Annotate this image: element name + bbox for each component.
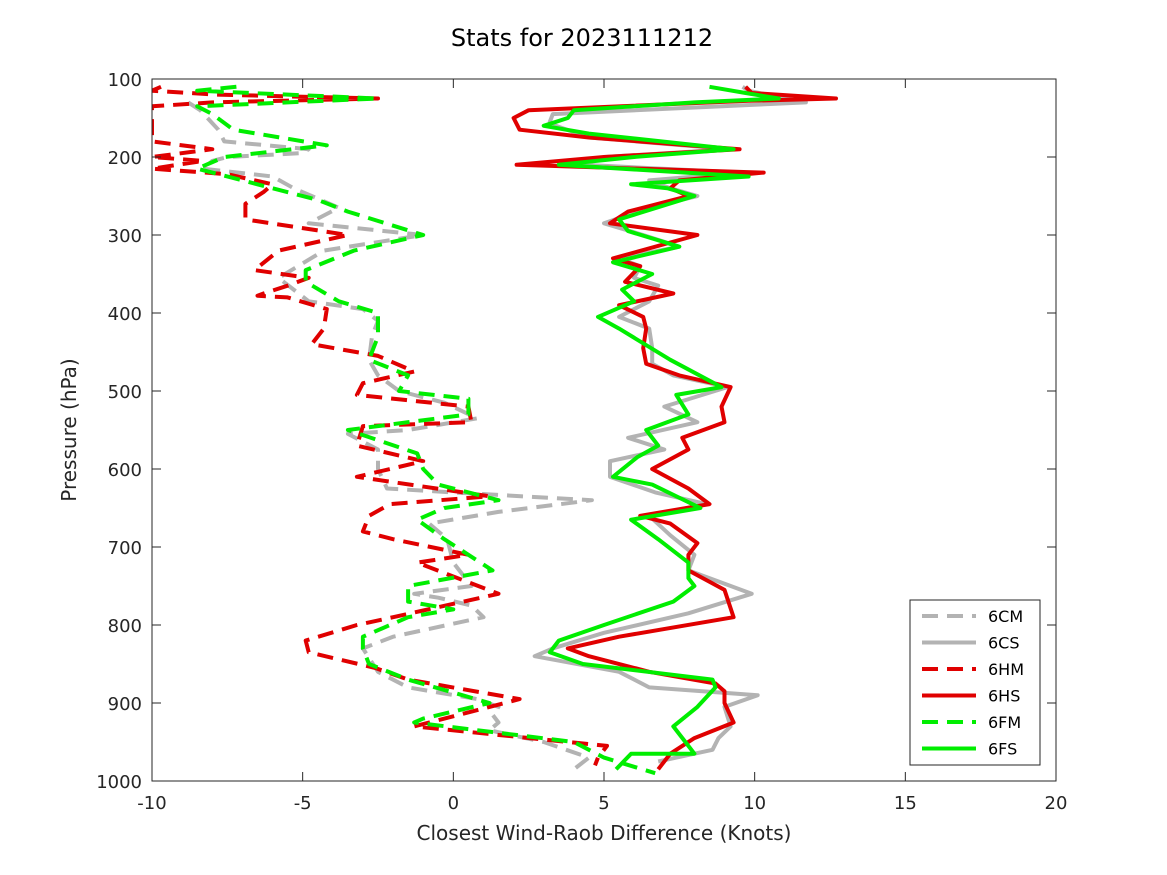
legend-box bbox=[909, 599, 1041, 766]
legend-label-6hm: 6HM bbox=[988, 660, 1024, 679]
series-line-6fm bbox=[195, 84, 656, 776]
y-tick-label: 1000 bbox=[96, 772, 142, 793]
y-tick-label: 200 bbox=[108, 148, 142, 169]
y-tick-label: 300 bbox=[108, 226, 142, 247]
y-tick-label: 900 bbox=[108, 694, 142, 715]
x-axis: -10 -5 0 5 10 15 20 bbox=[137, 79, 1067, 814]
y-axis: 100 200 300 400 500 600 700 800 900 1000 bbox=[96, 70, 1056, 793]
chart-title: Stats for 2023111212 bbox=[451, 24, 713, 52]
x-tick-label: 5 bbox=[598, 793, 609, 814]
y-tick-label: 700 bbox=[108, 538, 142, 559]
series-layer bbox=[152, 84, 838, 776]
legend-label-6cs: 6CS bbox=[988, 634, 1020, 653]
y-tick-label: 500 bbox=[108, 382, 142, 403]
y-tick-label: 800 bbox=[108, 616, 142, 637]
legend: 6CM 6CS 6HM 6HS 6FM 6FS bbox=[909, 599, 1041, 766]
x-tick-label: 15 bbox=[894, 793, 917, 814]
y-tick-label: 100 bbox=[108, 70, 142, 91]
legend-label-6fm: 6FM bbox=[988, 713, 1021, 732]
series-line-6fs bbox=[541, 84, 781, 771]
x-axis-label: Closest Wind-Raob Difference (Knots) bbox=[417, 821, 792, 845]
y-tick-label: 400 bbox=[108, 304, 142, 325]
legend-label-6fs: 6FS bbox=[988, 740, 1017, 759]
x-tick-label: 0 bbox=[448, 793, 459, 814]
x-tick-label: -5 bbox=[294, 793, 312, 814]
x-tick-label: 20 bbox=[1045, 793, 1068, 814]
series-line-6cm bbox=[187, 100, 594, 771]
legend-label-6hs: 6HS bbox=[988, 687, 1020, 706]
legend-label-6cm: 6CM bbox=[988, 607, 1023, 626]
y-tick-label: 600 bbox=[108, 460, 142, 481]
y-axis-label: Pressure (hPa) bbox=[57, 358, 81, 501]
series-line-6hs bbox=[511, 85, 838, 771]
series-line-6hm bbox=[152, 84, 609, 767]
x-tick-label: -10 bbox=[137, 793, 166, 814]
x-tick-label: 10 bbox=[743, 793, 766, 814]
